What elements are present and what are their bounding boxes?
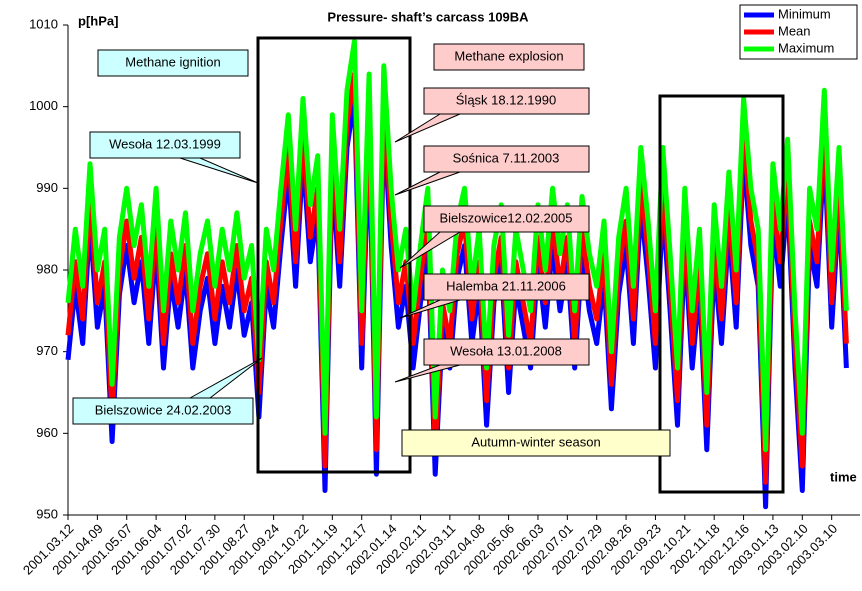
- highlight-box: [256, 36, 412, 474]
- y-tick-label: 960: [36, 425, 58, 440]
- y-tick-label: 1000: [29, 98, 58, 113]
- note-box: [401, 429, 671, 457]
- annotation: Methane ignition: [125, 54, 220, 69]
- note-box: [72, 397, 254, 425]
- series-line: [65, 71, 849, 485]
- legend-label: Maximum: [778, 40, 834, 55]
- y-axis-label: p[hPa]: [78, 13, 118, 28]
- highlight-box: [658, 94, 785, 494]
- annotation: Autumn-winter season: [471, 434, 600, 449]
- note-box: [423, 205, 590, 233]
- annotation: Bielszowice 24.02.2003: [95, 402, 232, 417]
- note-box: [89, 131, 241, 159]
- y-tick-label: 980: [36, 261, 58, 276]
- y-tick-label: 1010: [29, 16, 58, 31]
- note-box: [423, 273, 590, 301]
- annotation: Bielszowice12.02.2005: [440, 210, 573, 225]
- annotation: Wesoła 13.01.2008: [450, 343, 562, 358]
- annotation: Śląsk 18.12.1990: [456, 92, 556, 107]
- note-box: [423, 145, 590, 173]
- annotation: Halemba 21.11.2006: [446, 278, 566, 293]
- legend-label: Minimum: [778, 6, 831, 21]
- y-tick-label: 970: [36, 343, 58, 358]
- x-axis-label: time: [830, 469, 857, 484]
- note-box: [97, 49, 249, 77]
- annotations: Methane ignition Methane explosion Wesoł…: [72, 36, 785, 494]
- y-tick-label: 990: [36, 180, 58, 195]
- annotation: Methane explosion: [454, 48, 563, 63]
- y-tick-label: 950: [36, 506, 58, 521]
- callout-pointer: [394, 364, 461, 383]
- note-box: [433, 43, 585, 71]
- legend-label: Mean: [778, 23, 811, 38]
- chart-title: Pressure- shaft’s carcass 109BA: [327, 9, 529, 24]
- note-box: [423, 87, 590, 115]
- callout-pointer: [179, 157, 259, 184]
- callout-pointer: [394, 113, 461, 143]
- legend: Minimum Mean Maximum: [739, 4, 858, 60]
- callout-pointer: [188, 357, 263, 399]
- annotation: Sośnica 7.11.2003: [453, 150, 560, 165]
- note-box: [423, 338, 590, 366]
- annotation: Wesoła 12.03.1999: [109, 136, 221, 151]
